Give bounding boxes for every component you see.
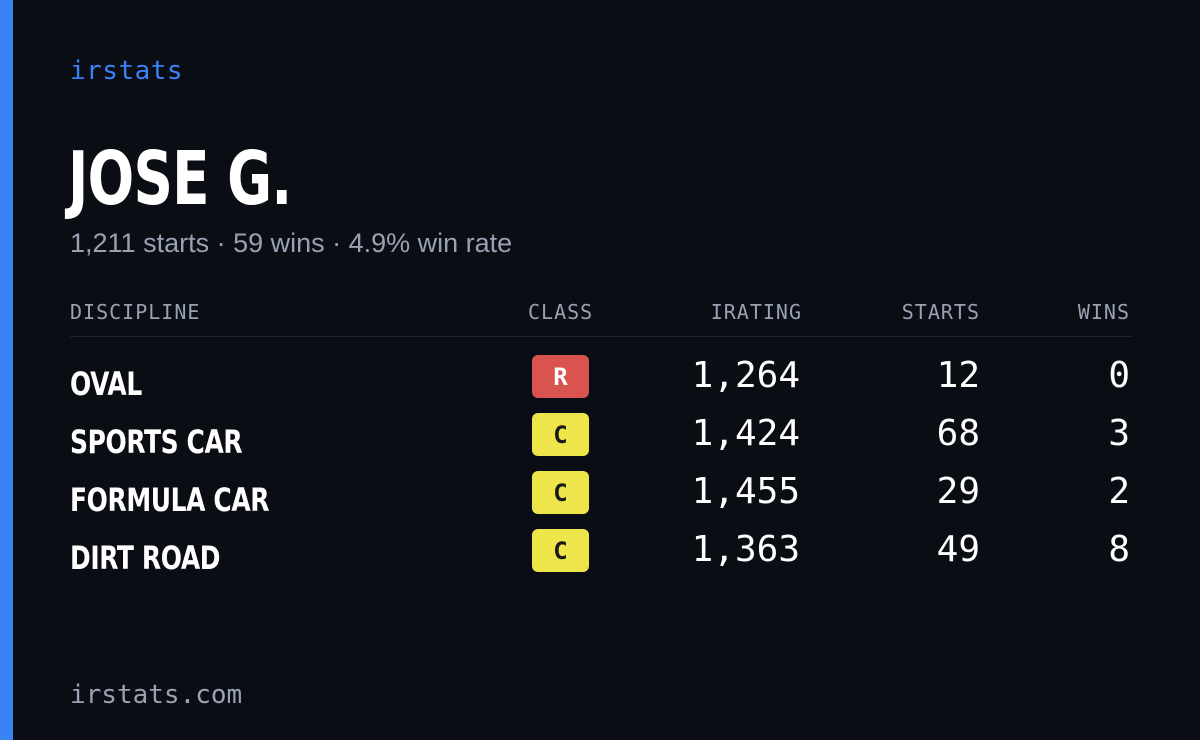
starts-value: 49 (936, 529, 980, 570)
wins-value: 0 (1108, 355, 1130, 396)
discipline-name: DIRT ROAD (70, 539, 221, 577)
header-irating: IRATING (710, 300, 802, 324)
discipline-name: OVAL (70, 365, 142, 403)
license-class-badge: C (532, 529, 589, 572)
wins-value: 2 (1108, 471, 1130, 512)
accent-bar (0, 0, 13, 740)
discipline-table: DISCIPLINE CLASS IRATING STARTS WINS OVA… (70, 296, 1132, 585)
header-class: CLASS (528, 300, 594, 324)
table-row: SPORTS CAR C 1,424 68 3 (70, 411, 1132, 469)
irating-value: 1,455 (691, 471, 800, 512)
table-row: DIRT ROAD C 1,363 49 8 (70, 527, 1132, 585)
header-discipline: DISCIPLINE (70, 300, 201, 324)
irating-value: 1,363 (691, 529, 800, 570)
license-class-badge: C (532, 471, 589, 514)
table-body: OVAL R 1,264 12 0 SPORTS CAR C 1,424 68 … (70, 337, 1132, 585)
brand-logo-text: irstats (70, 56, 184, 86)
starts-value: 29 (936, 471, 980, 512)
starts-value: 68 (936, 413, 980, 454)
header-starts: STARTS (901, 300, 980, 324)
irating-value: 1,264 (691, 355, 800, 396)
license-class-badge: R (532, 355, 589, 398)
table-row: FORMULA CAR C 1,455 29 2 (70, 469, 1132, 527)
license-class-badge: C (532, 413, 589, 456)
starts-value: 12 (936, 355, 980, 396)
table-header: DISCIPLINE CLASS IRATING STARTS WINS (70, 296, 1132, 337)
discipline-name: FORMULA CAR (70, 481, 270, 519)
wins-value: 8 (1108, 529, 1130, 570)
header-wins: WINS (1077, 300, 1130, 324)
irating-value: 1,424 (691, 413, 800, 454)
table-row: OVAL R 1,264 12 0 (70, 353, 1132, 411)
driver-summary: 1,211 starts · 59 wins · 4.9% win rate (70, 228, 513, 258)
footer-site-link[interactable]: irstats.com (70, 680, 243, 710)
wins-value: 3 (1108, 413, 1130, 454)
driver-name: JOSE G. (68, 136, 292, 222)
discipline-name: SPORTS CAR (70, 423, 243, 461)
